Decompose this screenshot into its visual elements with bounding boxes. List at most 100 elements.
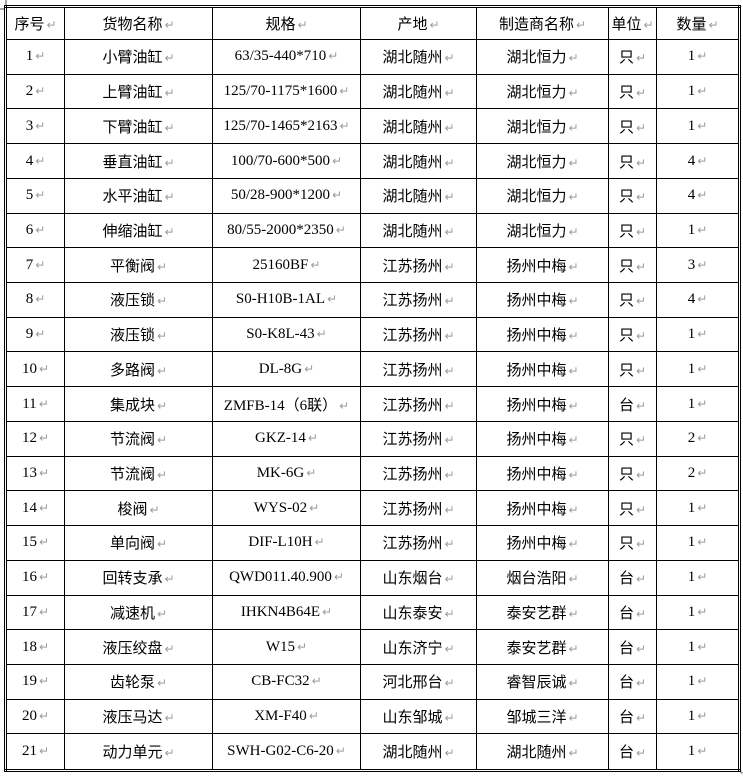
cell-unit[interactable]: 只 ↵: [608, 351, 657, 388]
cell-name[interactable]: 动力单元 ↵: [64, 733, 213, 771]
cell-index[interactable]: 9 ↵: [5, 316, 65, 353]
cell-name[interactable]: 液压马达 ↵: [64, 698, 213, 735]
cell-spec[interactable]: QWD011.40.900 ↵: [212, 559, 361, 596]
cell-spec[interactable]: IHKN4B64E ↵: [212, 594, 361, 631]
cell-unit[interactable]: 台 ↵: [608, 698, 657, 735]
cell-qty[interactable]: 1 ↵: [656, 108, 740, 145]
cell-index[interactable]: 20 ↵: [5, 698, 65, 735]
cell-origin[interactable]: 江苏扬州 ↵: [360, 316, 477, 353]
cell-index[interactable]: 19 ↵: [5, 663, 65, 700]
cell-manufacturer[interactable]: 邹城三洋 ↵: [476, 698, 609, 735]
cell-index[interactable]: 18 ↵: [5, 629, 65, 665]
cell-index[interactable]: 2 ↵: [5, 73, 65, 110]
cell-spec[interactable]: GKZ-14 ↵: [212, 420, 361, 457]
cell-unit[interactable]: 只 ↵: [608, 282, 657, 318]
cell-origin[interactable]: 湖北随州 ↵: [360, 177, 477, 214]
cell-unit[interactable]: 台 ↵: [608, 386, 657, 422]
cell-manufacturer[interactable]: 扬州中梅 ↵: [476, 386, 609, 422]
cell-spec[interactable]: 125/70-1465*2163 ↵: [212, 108, 361, 145]
cell-origin[interactable]: 湖北随州 ↵: [360, 143, 477, 179]
cell-manufacturer[interactable]: 湖北恒力 ↵: [476, 108, 609, 145]
cell-spec[interactable]: DL-8G ↵: [212, 351, 361, 388]
cell-origin[interactable]: 山东邹城 ↵: [360, 698, 477, 735]
cell-unit[interactable]: 只 ↵: [608, 143, 657, 179]
cell-unit[interactable]: 只 ↵: [608, 525, 657, 561]
cell-spec[interactable]: W15 ↵: [212, 629, 361, 665]
cell-unit[interactable]: 只 ↵: [608, 177, 657, 214]
cell-index[interactable]: 12 ↵: [5, 420, 65, 457]
cell-origin[interactable]: 山东烟台 ↵: [360, 559, 477, 596]
cell-qty[interactable]: 1 ↵: [656, 594, 740, 631]
cell-index[interactable]: 13 ↵: [5, 455, 65, 492]
cell-spec[interactable]: S0-K8L-43 ↵: [212, 316, 361, 353]
cell-spec[interactable]: DIF-L10H ↵: [212, 525, 361, 561]
cell-origin[interactable]: 江苏扬州 ↵: [360, 386, 477, 422]
cell-qty[interactable]: 1 ↵: [656, 490, 740, 527]
cell-name[interactable]: 多路阀 ↵: [64, 351, 213, 388]
cell-qty[interactable]: 4 ↵: [656, 177, 740, 214]
cell-origin[interactable]: 湖北随州 ↵: [360, 73, 477, 110]
cell-manufacturer[interactable]: 扬州中梅 ↵: [476, 455, 609, 492]
cell-name[interactable]: 齿轮泵 ↵: [64, 663, 213, 700]
cell-qty[interactable]: 2 ↵: [656, 455, 740, 492]
cell-name[interactable]: 节流阀 ↵: [64, 420, 213, 457]
cell-qty[interactable]: 2 ↵: [656, 420, 740, 457]
cell-spec[interactable]: 80/55-2000*2350 ↵: [212, 212, 361, 249]
cell-qty[interactable]: 4 ↵: [656, 143, 740, 179]
cell-manufacturer[interactable]: 扬州中梅 ↵: [476, 525, 609, 561]
cell-manufacturer[interactable]: 扬州中梅 ↵: [476, 247, 609, 284]
cell-manufacturer[interactable]: 烟台浩阳 ↵: [476, 559, 609, 596]
cell-origin[interactable]: 江苏扬州 ↵: [360, 247, 477, 284]
cell-qty[interactable]: 1 ↵: [656, 39, 740, 75]
cell-origin[interactable]: 江苏扬州 ↵: [360, 455, 477, 492]
cell-index[interactable]: 6 ↵: [5, 212, 65, 249]
cell-name[interactable]: 垂直油缸 ↵: [64, 143, 213, 179]
header-cell-unit[interactable]: 单位 ↵: [608, 6, 657, 40]
cell-index[interactable]: 7 ↵: [5, 247, 65, 284]
cell-name[interactable]: 液压锁 ↵: [64, 316, 213, 353]
cell-origin[interactable]: 湖北随州 ↵: [360, 733, 477, 771]
cell-manufacturer[interactable]: 湖北恒力 ↵: [476, 177, 609, 214]
cell-manufacturer[interactable]: 扬州中梅 ↵: [476, 420, 609, 457]
cell-unit[interactable]: 台 ↵: [608, 559, 657, 596]
cell-manufacturer[interactable]: 湖北恒力 ↵: [476, 73, 609, 110]
cell-manufacturer[interactable]: 泰安艺群 ↵: [476, 594, 609, 631]
cell-unit[interactable]: 只 ↵: [608, 490, 657, 527]
cell-manufacturer[interactable]: 扬州中梅 ↵: [476, 351, 609, 388]
cell-name[interactable]: 平衡阀 ↵: [64, 247, 213, 284]
cell-qty[interactable]: 1 ↵: [656, 733, 740, 771]
cell-manufacturer[interactable]: 泰安艺群 ↵: [476, 629, 609, 665]
cell-qty[interactable]: 1 ↵: [656, 559, 740, 596]
cell-manufacturer[interactable]: 睿智辰诚 ↵: [476, 663, 609, 700]
cell-index[interactable]: 16 ↵: [5, 559, 65, 596]
cell-qty[interactable]: 1 ↵: [656, 525, 740, 561]
cell-unit[interactable]: 台 ↵: [608, 629, 657, 665]
cell-manufacturer[interactable]: 湖北恒力 ↵: [476, 212, 609, 249]
cell-index[interactable]: 8 ↵: [5, 282, 65, 318]
cell-qty[interactable]: 1 ↵: [656, 386, 740, 422]
cell-spec[interactable]: S0-H10B-1AL ↵: [212, 282, 361, 318]
cell-name[interactable]: 伸缩油缸 ↵: [64, 212, 213, 249]
cell-qty[interactable]: 1 ↵: [656, 629, 740, 665]
cell-index[interactable]: 14 ↵: [5, 490, 65, 527]
cell-qty[interactable]: 1 ↵: [656, 663, 740, 700]
header-cell-manufacturer[interactable]: 制造商名称 ↵: [476, 6, 609, 40]
cell-index[interactable]: 21 ↵: [5, 733, 65, 771]
cell-origin[interactable]: 江苏扬州 ↵: [360, 490, 477, 527]
cell-spec[interactable]: MK-6G ↵: [212, 455, 361, 492]
cell-index[interactable]: 11 ↵: [5, 386, 65, 422]
cell-name[interactable]: 小臂油缸 ↵: [64, 39, 213, 75]
cell-spec[interactable]: 50/28-900*1200 ↵: [212, 177, 361, 214]
cell-qty[interactable]: 1 ↵: [656, 316, 740, 353]
cell-spec[interactable]: 63/35-440*710 ↵: [212, 39, 361, 75]
cell-unit[interactable]: 只 ↵: [608, 39, 657, 75]
cell-spec[interactable]: 125/70-1175*1600 ↵: [212, 73, 361, 110]
cell-name[interactable]: 单向阀 ↵: [64, 525, 213, 561]
cell-origin[interactable]: 山东泰安 ↵: [360, 594, 477, 631]
cell-index[interactable]: 15 ↵: [5, 525, 65, 561]
cell-origin[interactable]: 湖北随州 ↵: [360, 108, 477, 145]
cell-spec[interactable]: XM-F40 ↵: [212, 698, 361, 735]
cell-index[interactable]: 4 ↵: [5, 143, 65, 179]
cell-qty[interactable]: 1 ↵: [656, 698, 740, 735]
cell-name[interactable]: 液压锁 ↵: [64, 282, 213, 318]
